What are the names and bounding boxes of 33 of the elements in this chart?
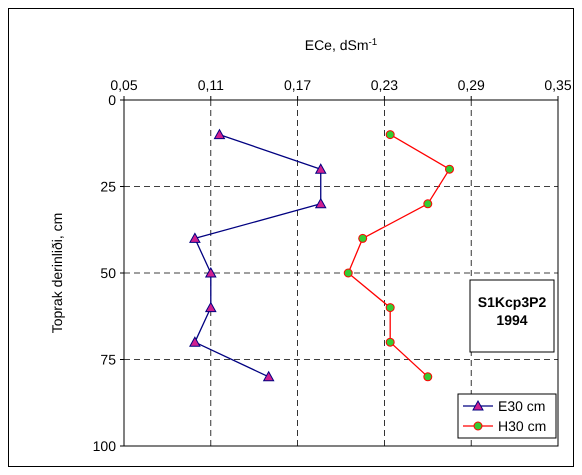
point [315,164,326,174]
point [386,338,395,347]
point [189,232,200,243]
point [189,336,200,347]
y-axis-title: Toprak derinliði, cm [49,212,65,334]
point [205,268,216,278]
point [358,234,368,243]
point [386,303,395,312]
y-tick-label: 50 [100,265,116,281]
x-tick-label: 0,05 [110,77,138,93]
annotation: S1Kcp3P2 1994 [478,294,546,328]
x-tick-label: 0,17 [284,77,312,93]
y-tick-label: 75 [100,352,116,368]
x-tick-label: 0,11 [198,77,224,93]
x-axis-title: ECe, dSm$^{-1}$ [304,36,378,53]
x-tick-label: 0,23 [370,77,398,93]
point [423,372,432,382]
y-tick-label: 100 [92,438,116,454]
point [315,198,326,208]
point [263,371,274,382]
point [423,199,432,208]
legend-label: E30 cm [498,398,546,414]
x-tick-label: 0,35 [544,77,572,93]
point [445,164,454,174]
y-tick-label: 25 [100,178,116,194]
label-box: S1Kcp3P2 1994 [470,280,554,352]
y-tick-label: 0 [108,92,116,108]
point [344,268,353,278]
legend-label: H30 cm [498,418,546,434]
point [205,302,216,312]
point [214,129,225,140]
point [386,130,395,140]
x-tick-label: 0,29 [458,77,486,93]
